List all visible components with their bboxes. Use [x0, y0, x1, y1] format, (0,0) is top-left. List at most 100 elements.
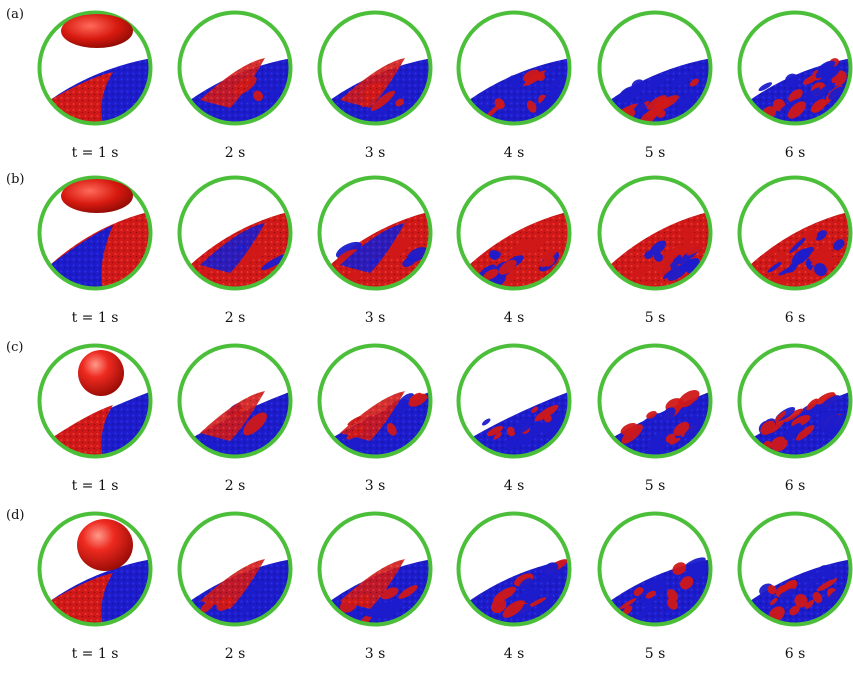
mixing-streak [789, 237, 807, 254]
mixing-streak [649, 74, 668, 89]
time-label: 5 s [645, 310, 666, 326]
mixing-streak [531, 406, 539, 413]
drum-rim [456, 511, 572, 627]
drum-rim [177, 175, 293, 291]
drum-panel [177, 511, 293, 627]
mixing-streak [536, 94, 562, 113]
mixing-streak [819, 66, 839, 78]
mixing-streak [676, 91, 697, 112]
row-label: (c) [6, 340, 23, 355]
mixing-streak [789, 605, 800, 616]
drum-rim [737, 511, 853, 627]
mixing-streak [828, 86, 847, 100]
mixing-band [200, 559, 265, 609]
mixing-streak [649, 240, 667, 256]
mixing-streak [631, 79, 645, 91]
mixing-streak [534, 404, 559, 422]
mixing-streak [526, 100, 537, 113]
time-label: 4 s [504, 145, 525, 161]
mixing-streak [768, 606, 785, 622]
mixing-streak [669, 437, 681, 445]
drum-panel [456, 175, 572, 291]
mixing-streak [685, 398, 701, 413]
time-label: 2 s [225, 646, 246, 662]
mixing-streak [758, 82, 773, 92]
drum-rim [737, 175, 853, 291]
mixing-band [340, 391, 405, 441]
mixing-streak [488, 249, 498, 259]
time-label: 4 s [504, 478, 525, 494]
drum-panel [737, 175, 853, 291]
mixing-streak [644, 250, 654, 259]
particle-shape-icon [61, 14, 133, 48]
mixing-streak [777, 580, 796, 594]
mixing-streak [813, 571, 825, 580]
mixing-streak [804, 229, 818, 242]
mixing-streak [833, 239, 845, 251]
time-label: 2 s [225, 478, 246, 494]
time-label: 5 s [645, 145, 666, 161]
time-label: 2 s [225, 310, 246, 326]
mixing-streak [685, 63, 703, 77]
mixing-streak [621, 424, 643, 444]
mixing-streak [686, 243, 705, 256]
mixing-band [200, 223, 265, 273]
drum-panel [177, 175, 293, 291]
drum-panel [737, 10, 853, 126]
mixing-streak [541, 562, 559, 578]
mixing-streak [771, 436, 788, 452]
mixing-streak [670, 74, 691, 88]
time-label: 6 s [785, 646, 806, 662]
mixing-streak [770, 597, 778, 606]
drum-panel [737, 511, 853, 627]
mixing-streak [795, 425, 815, 441]
mixing-streak [487, 425, 504, 437]
mixing-streak [826, 414, 845, 432]
mixing-streak [673, 421, 690, 436]
time-label: 5 s [645, 646, 666, 662]
mixing-streak [805, 599, 815, 609]
time-label: t = 1 s [72, 310, 119, 326]
mixing-streak [827, 422, 847, 438]
mixing-band [340, 559, 405, 609]
mixing-streak [514, 573, 534, 587]
drum-panel [177, 343, 293, 459]
drum-rim [456, 10, 572, 126]
drum-panel [597, 175, 713, 291]
drum-panel [456, 343, 572, 459]
mixing-streak [664, 245, 683, 257]
mixing-streak [642, 280, 651, 287]
drum-panel [317, 343, 433, 459]
drum-rim [456, 175, 572, 291]
mixing-streak [764, 246, 780, 257]
mixing-streak [510, 240, 532, 257]
mixing-streak [635, 603, 657, 621]
mixing-streak [509, 75, 520, 89]
drum-rim [37, 343, 153, 459]
mixing-streak [619, 598, 637, 610]
drum-rim [177, 343, 293, 459]
drum-panel [597, 343, 713, 459]
mixing-streak [672, 562, 687, 575]
mixing-streak [518, 585, 536, 603]
mixing-streak [681, 236, 695, 245]
mixing-streak [535, 597, 554, 614]
mixing-streak [791, 248, 811, 265]
drum-panel [37, 511, 153, 627]
time-label: 3 s [365, 478, 386, 494]
mixing-streak [645, 590, 657, 599]
mixing-streak [519, 578, 533, 589]
drum-rim [737, 343, 853, 459]
mixing-streak [378, 599, 404, 619]
mixing-streak [774, 410, 787, 422]
mixing-streak [815, 60, 836, 79]
mixing-streak [622, 605, 633, 616]
mixing-streak [514, 418, 533, 434]
mixing-streak [687, 564, 700, 573]
mixing-streak [634, 102, 646, 114]
mixing-streak [798, 403, 821, 419]
mixing-streak [802, 74, 820, 85]
mixing-streak [545, 419, 568, 440]
mixing-streak [796, 569, 817, 583]
